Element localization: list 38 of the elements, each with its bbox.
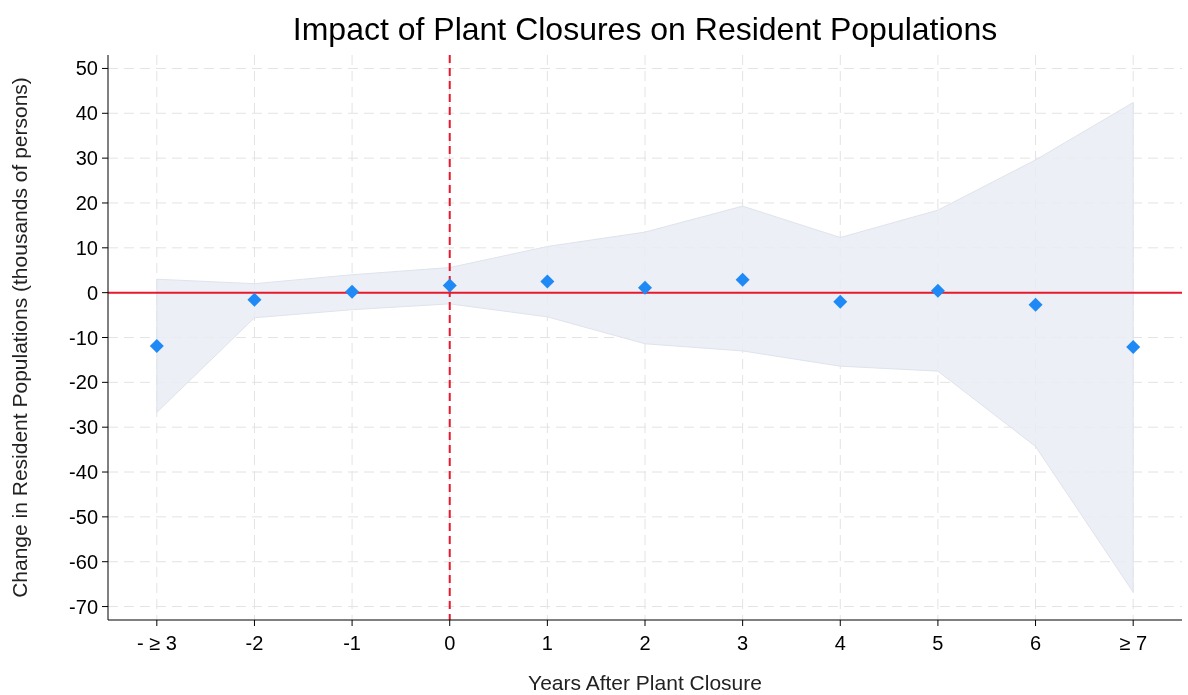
point [540, 274, 555, 289]
x-tick-label: - ≥ 3 [136, 632, 177, 654]
y-tick-label: 30 [75, 147, 98, 170]
x-tick-label: 4 [834, 632, 846, 654]
point [345, 284, 360, 299]
x-tick-label: -2 [245, 632, 264, 654]
point [930, 283, 945, 298]
y-tick-label: -70 [69, 595, 98, 618]
y-tick-label: 50 [75, 57, 98, 80]
x-tick-label: 1 [541, 632, 553, 654]
y-tick-label: -10 [69, 326, 98, 349]
y-tick-label: -40 [69, 461, 98, 484]
point [833, 294, 848, 309]
point [149, 339, 164, 354]
point [442, 278, 457, 293]
y-tick-label: -30 [69, 416, 98, 439]
x-tick-label: -1 [343, 632, 361, 654]
point [638, 280, 652, 295]
x-tick-label: 2 [639, 632, 651, 654]
x-axis-title: Years After Plant Closure [528, 671, 762, 694]
y-tick-label: 0 [86, 281, 98, 304]
y-tick-label: -20 [69, 371, 98, 394]
y-axis-title: Change in Resident Populations (thousands of persons) [8, 77, 31, 598]
y-tick-label: 10 [75, 236, 98, 259]
y-tick-label: -60 [69, 550, 98, 573]
y-tick-label: 20 [75, 191, 98, 214]
point [247, 292, 262, 307]
point [735, 272, 750, 287]
point [1126, 339, 1141, 354]
x-tick-label: 0 [444, 632, 456, 654]
y-tick-label: 40 [75, 102, 98, 125]
x-tick-label: 3 [737, 632, 749, 654]
point [1028, 297, 1043, 312]
x-tick-label: 6 [1029, 632, 1042, 654]
x-tick-label: 5 [932, 632, 944, 654]
y-tick-label: -50 [69, 505, 98, 528]
chart-title: Impact of Plant Closures on Resident Populations [292, 11, 998, 47]
x-tick-label: ≥ 7 [1119, 632, 1148, 654]
